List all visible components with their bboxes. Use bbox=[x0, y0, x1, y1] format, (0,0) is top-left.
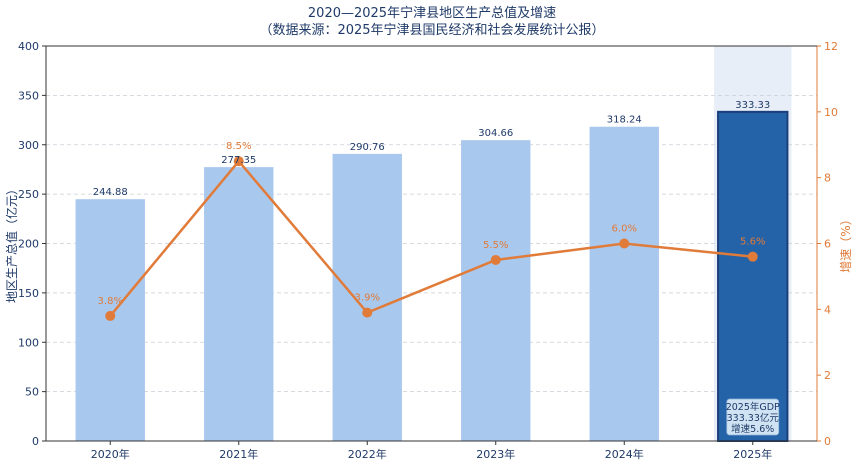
x-tick-label: 2024年 bbox=[605, 447, 644, 461]
bar bbox=[461, 140, 531, 441]
y-tick-right-label: 12 bbox=[824, 40, 838, 53]
bar bbox=[589, 126, 659, 441]
growth-value-label: 6.0% bbox=[612, 224, 637, 235]
chart-subtitle: （数据来源：2025年宁津县国民经济和社会发展统计公报） bbox=[259, 22, 604, 38]
annotation-box bbox=[726, 398, 780, 436]
growth-point bbox=[362, 307, 373, 318]
growth-point bbox=[747, 251, 758, 262]
y-tick-left-label: 0 bbox=[32, 435, 39, 448]
bar-value-label: 318.24 bbox=[607, 115, 642, 126]
y-tick-right-label: 0 bbox=[824, 435, 831, 448]
x-tick-label: 2020年 bbox=[91, 447, 130, 461]
y-tick-right-label: 4 bbox=[824, 303, 831, 316]
y-tick-left-label: 300 bbox=[18, 139, 39, 152]
y-tick-right-label: 8 bbox=[824, 172, 831, 185]
y-tick-right-label: 6 bbox=[824, 238, 831, 251]
y-tick-right-label: 10 bbox=[824, 106, 838, 119]
bar bbox=[332, 153, 402, 441]
bar-value-label: 277.35 bbox=[221, 155, 256, 166]
y-tick-left-label: 250 bbox=[18, 188, 39, 201]
y-tick-left-label: 200 bbox=[18, 238, 39, 251]
y-axis-label-left: 地区生产总值（亿元） bbox=[4, 183, 19, 303]
growth-value-label: 3.8% bbox=[98, 296, 123, 307]
growth-value-label: 8.5% bbox=[226, 141, 251, 152]
growth-value-label: 3.9% bbox=[355, 293, 380, 304]
bar-value-label: 244.88 bbox=[93, 187, 128, 198]
bar bbox=[717, 110, 789, 442]
y-tick-left-label: 50 bbox=[25, 386, 39, 399]
x-tick-label: 2022年 bbox=[348, 447, 387, 461]
y-tick-left-label: 400 bbox=[18, 40, 39, 53]
y-tick-left-label: 150 bbox=[18, 287, 39, 300]
growth-point bbox=[619, 238, 630, 249]
x-tick-label: 2023年 bbox=[476, 447, 515, 461]
y-tick-right-label: 2 bbox=[824, 369, 831, 382]
chart-title: 2020—2025年宁津县地区生产总值及增速 bbox=[308, 5, 556, 21]
bar bbox=[204, 167, 274, 441]
growth-value-label: 5.6% bbox=[740, 237, 765, 248]
growth-value-label: 5.5% bbox=[483, 240, 508, 251]
bar-value-label: 304.66 bbox=[478, 128, 513, 139]
bar-value-label: 290.76 bbox=[350, 142, 385, 153]
bar-value-label: 333.33 bbox=[735, 100, 770, 111]
annotation-line: 2025年GDP bbox=[726, 401, 780, 413]
growth-point bbox=[233, 156, 244, 167]
growth-point bbox=[105, 310, 116, 321]
x-tick-label: 2025年 bbox=[733, 447, 772, 461]
annotation-line: 增速5.6% bbox=[731, 423, 774, 435]
annotation-line: 333.33亿元 bbox=[727, 412, 780, 424]
y-tick-left-label: 100 bbox=[18, 336, 39, 349]
y-axis-label-right: 增速（%） bbox=[839, 213, 853, 272]
growth-line bbox=[109, 159, 753, 317]
y-tick-left-label: 350 bbox=[18, 89, 39, 102]
x-tick-label: 2021年 bbox=[219, 447, 258, 461]
growth-point bbox=[490, 254, 501, 265]
